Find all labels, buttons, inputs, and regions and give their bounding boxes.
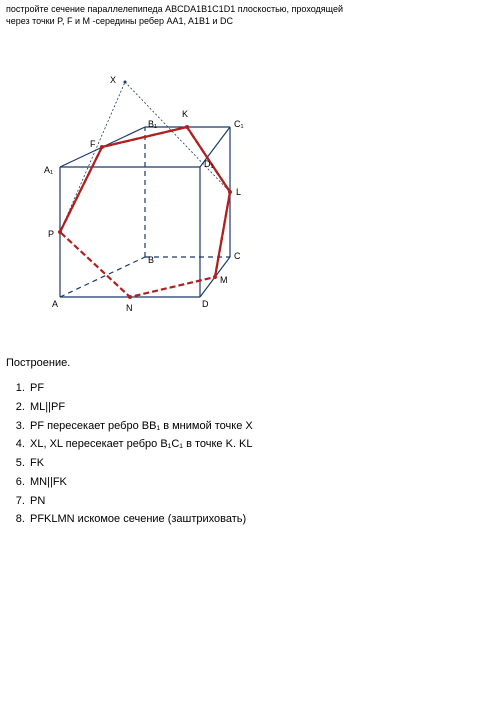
- problem-line2: через точки P, F и M -середины ребер AA1…: [6, 16, 494, 28]
- label-D: D: [202, 299, 209, 309]
- label-X: X: [110, 75, 116, 85]
- label-B1: B₁: [148, 119, 157, 129]
- problem-statement: постройте сечение параллелепипеда ABCDA1…: [0, 0, 500, 27]
- geometry-diagram: A B C D A₁ B₁ C₁ D₁ P F M K L N X: [30, 47, 290, 327]
- parallelepiped-svg: [30, 47, 290, 327]
- label-F: F: [90, 139, 96, 149]
- label-B: B: [148, 255, 154, 265]
- step-item: PFKLMN искомое сечение (заштриховать): [28, 510, 500, 529]
- label-K: K: [182, 109, 188, 119]
- step-item: XL, XL пересекает ребро B₁C₁ в точке K. …: [28, 435, 500, 454]
- label-D1: D₁: [204, 159, 214, 169]
- label-M: M: [220, 275, 228, 285]
- step-item: PF: [28, 379, 500, 398]
- step-item: PN: [28, 492, 500, 511]
- label-C1: C₁: [234, 119, 244, 129]
- label-N: N: [126, 303, 133, 313]
- construction-steps: PF ML||PF PF пересекает ребро BB₁ в мним…: [10, 379, 500, 529]
- label-C: C: [234, 251, 241, 261]
- problem-line1: постройте сечение параллелепипеда ABCDA1…: [6, 4, 494, 16]
- label-A1: A₁: [44, 165, 53, 175]
- label-P: P: [48, 229, 54, 239]
- construction-title: Построение.: [0, 337, 500, 373]
- label-L: L: [236, 187, 241, 197]
- step-item: MN||FK: [28, 473, 500, 492]
- label-A: A: [52, 299, 58, 309]
- step-item: ML||PF: [28, 398, 500, 417]
- step-item: FK: [28, 454, 500, 473]
- step-item: PF пересекает ребро BB₁ в мнимой точке X: [28, 417, 500, 436]
